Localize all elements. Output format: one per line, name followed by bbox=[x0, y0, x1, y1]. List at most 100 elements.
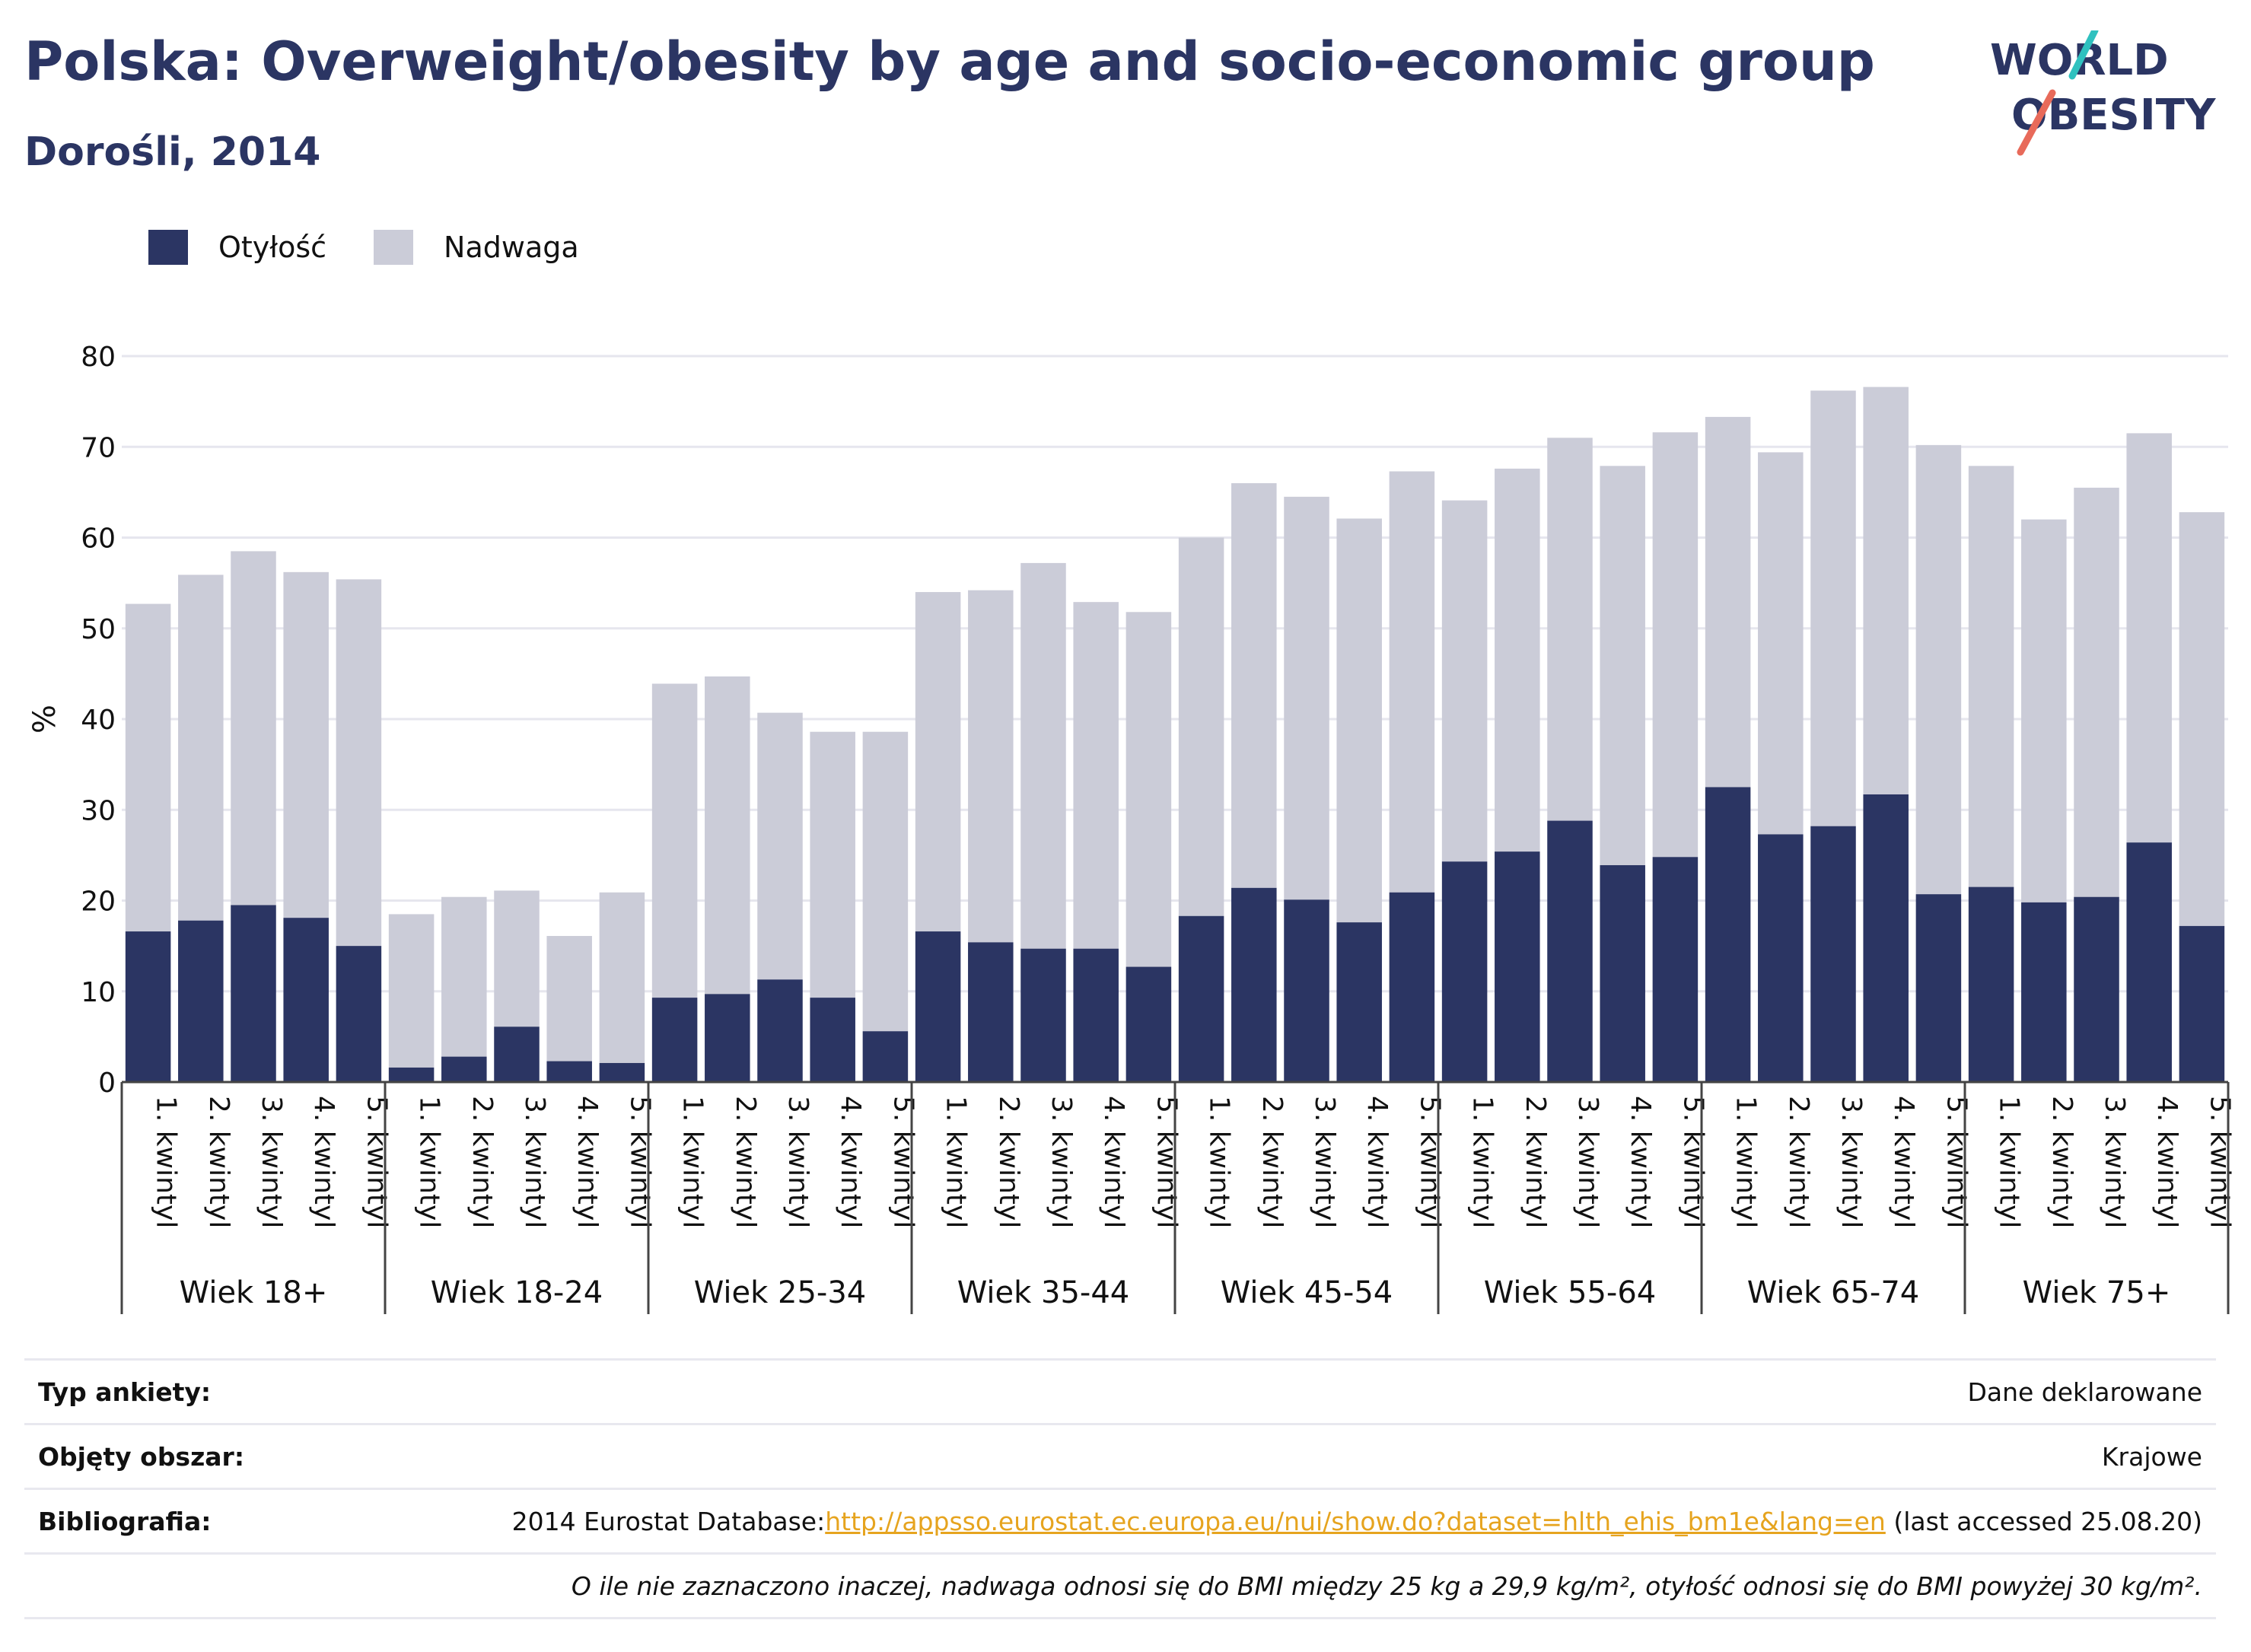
bar-overweight bbox=[1810, 390, 1856, 826]
y-tick-label: 70 bbox=[81, 432, 116, 463]
x-tick-label: 4. kwintyl bbox=[572, 1096, 603, 1228]
bar-overweight bbox=[1547, 438, 1593, 821]
x-tick-label: 1. kwintyl bbox=[414, 1096, 445, 1228]
bar-obesity bbox=[862, 1031, 909, 1082]
group-label: Wiek 75+ bbox=[2023, 1275, 2171, 1310]
bar-obesity bbox=[1441, 861, 1488, 1082]
x-tick-label: 4. kwintyl bbox=[1625, 1096, 1656, 1228]
bar-obesity bbox=[1705, 787, 1751, 1082]
bar-overweight bbox=[705, 676, 750, 995]
bar-overweight bbox=[862, 731, 909, 1032]
y-tick-label: 80 bbox=[81, 342, 116, 373]
bar-obesity bbox=[810, 998, 855, 1082]
bar-obesity bbox=[231, 905, 276, 1082]
bar-obesity bbox=[494, 1027, 540, 1082]
bar-obesity bbox=[1600, 864, 1645, 1082]
bar-obesity bbox=[2179, 925, 2225, 1082]
bar-obesity bbox=[1915, 894, 1962, 1082]
bar-obesity bbox=[388, 1067, 435, 1082]
legend-swatch-obesity bbox=[148, 230, 188, 265]
bar-obesity bbox=[1336, 922, 1382, 1082]
bar-overweight bbox=[1231, 482, 1277, 888]
bar-obesity bbox=[2074, 896, 2119, 1082]
info-row-note: O ile nie zaznaczono inaczej, nadwaga od… bbox=[24, 1552, 2216, 1619]
x-tick-label: 5. kwintyl bbox=[1677, 1096, 1708, 1228]
group-label: Wiek 18+ bbox=[180, 1275, 328, 1310]
group-label: Wiek 18-24 bbox=[431, 1275, 603, 1310]
y-axis-label: % bbox=[27, 705, 62, 734]
bar-overweight bbox=[651, 683, 698, 998]
bibliography-suffix: (last accessed 25.08.20) bbox=[1885, 1506, 2202, 1536]
bar-obesity bbox=[915, 931, 961, 1082]
bar-overweight bbox=[1758, 452, 1804, 835]
bar-obesity bbox=[1126, 966, 1172, 1082]
page-title: Polska: Overweight/obesity by age and so… bbox=[24, 30, 1875, 93]
bar-overweight bbox=[1178, 537, 1224, 916]
bar-overweight bbox=[599, 892, 645, 1063]
x-tick-label: 3. kwintyl bbox=[519, 1096, 550, 1228]
bar-overweight bbox=[757, 712, 803, 980]
bar-overweight bbox=[1863, 387, 1909, 794]
group-label: Wiek 25-34 bbox=[694, 1275, 867, 1310]
bar-overweight bbox=[336, 579, 382, 947]
bar-overweight bbox=[1441, 500, 1488, 862]
logo-slash-coral bbox=[2017, 89, 2056, 156]
x-tick-label: 5. kwintyl bbox=[361, 1096, 392, 1228]
bar-obesity bbox=[2021, 902, 2067, 1082]
bar-overweight bbox=[1389, 471, 1435, 893]
x-tick-label: 5. kwintyl bbox=[1151, 1096, 1182, 1228]
bar-overweight bbox=[2074, 487, 2119, 897]
bar-obesity bbox=[651, 998, 698, 1082]
group-label: Wiek 35-44 bbox=[957, 1275, 1130, 1310]
bar-obesity bbox=[1284, 899, 1329, 1082]
bar-obesity bbox=[546, 1061, 592, 1082]
bar-obesity bbox=[125, 931, 171, 1082]
bibliography-link[interactable]: http://appsso.eurostat.ec.europa.eu/nui/… bbox=[825, 1506, 1886, 1536]
y-tick-label: 20 bbox=[81, 886, 116, 918]
bar-overweight bbox=[1495, 468, 1540, 852]
bar-obesity bbox=[705, 994, 750, 1082]
y-tick-label: 40 bbox=[81, 705, 116, 736]
bar-overweight bbox=[968, 590, 1014, 943]
bar-overweight bbox=[810, 731, 855, 998]
bar-obesity bbox=[599, 1062, 645, 1082]
x-tick-label: 1. kwintyl bbox=[1467, 1096, 1498, 1228]
group-label: Wiek 45-54 bbox=[1221, 1275, 1393, 1310]
x-tick-label: 1. kwintyl bbox=[1204, 1096, 1235, 1228]
bar-overweight bbox=[1336, 518, 1382, 923]
bar-overweight bbox=[1705, 416, 1751, 788]
info-row-survey-type: Typ ankiety: Dane deklarowane bbox=[24, 1358, 2216, 1423]
bar-overweight bbox=[441, 896, 487, 1057]
x-tick-label: 2. kwintyl bbox=[2046, 1096, 2077, 1228]
bar-obesity bbox=[1231, 887, 1277, 1082]
bar-obesity bbox=[1389, 892, 1435, 1082]
bar-obesity bbox=[441, 1056, 487, 1082]
bar-overweight bbox=[125, 603, 171, 932]
bar-obesity bbox=[1758, 834, 1804, 1082]
page-subtitle: Dorośli, 2014 bbox=[24, 129, 321, 175]
x-tick-label: 2. kwintyl bbox=[730, 1096, 761, 1228]
x-tick-label: 3. kwintyl bbox=[1046, 1096, 1077, 1228]
bar-obesity bbox=[968, 942, 1014, 1082]
bibliography-value: 2014 Eurostat Database:http://appsso.eur… bbox=[512, 1507, 2202, 1536]
x-tick-label: 3. kwintyl bbox=[1309, 1096, 1340, 1228]
bar-overweight bbox=[1073, 602, 1119, 949]
bar-overweight bbox=[1126, 612, 1172, 967]
bar-overweight bbox=[2021, 519, 2067, 902]
x-tick-label: 4. kwintyl bbox=[308, 1096, 339, 1228]
x-tick-label: 2. kwintyl bbox=[1520, 1096, 1551, 1228]
bar-overweight bbox=[1968, 466, 2014, 887]
bar-obesity bbox=[1495, 851, 1540, 1082]
bar-overweight bbox=[1915, 444, 1962, 895]
survey-type-label: Typ ankiety: bbox=[38, 1377, 212, 1407]
x-tick-label: 3. kwintyl bbox=[1572, 1096, 1603, 1228]
bar-obesity bbox=[1863, 794, 1909, 1082]
x-tick-label: 4. kwintyl bbox=[835, 1096, 866, 1228]
definition-note: O ile nie zaznaczono inaczej, nadwaga od… bbox=[571, 1571, 2202, 1601]
x-tick-label: 1. kwintyl bbox=[677, 1096, 708, 1228]
bar-obesity bbox=[1968, 886, 2014, 1082]
bar-obesity bbox=[336, 946, 382, 1082]
bar-overweight bbox=[1600, 466, 1645, 865]
x-tick-label: 2. kwintyl bbox=[1783, 1096, 1814, 1228]
stacked-bar-chart: 0 10 20 30 40 50 60 70 80% 1. kwintyl 2. kwintyl 3.… bbox=[27, 342, 2235, 1314]
